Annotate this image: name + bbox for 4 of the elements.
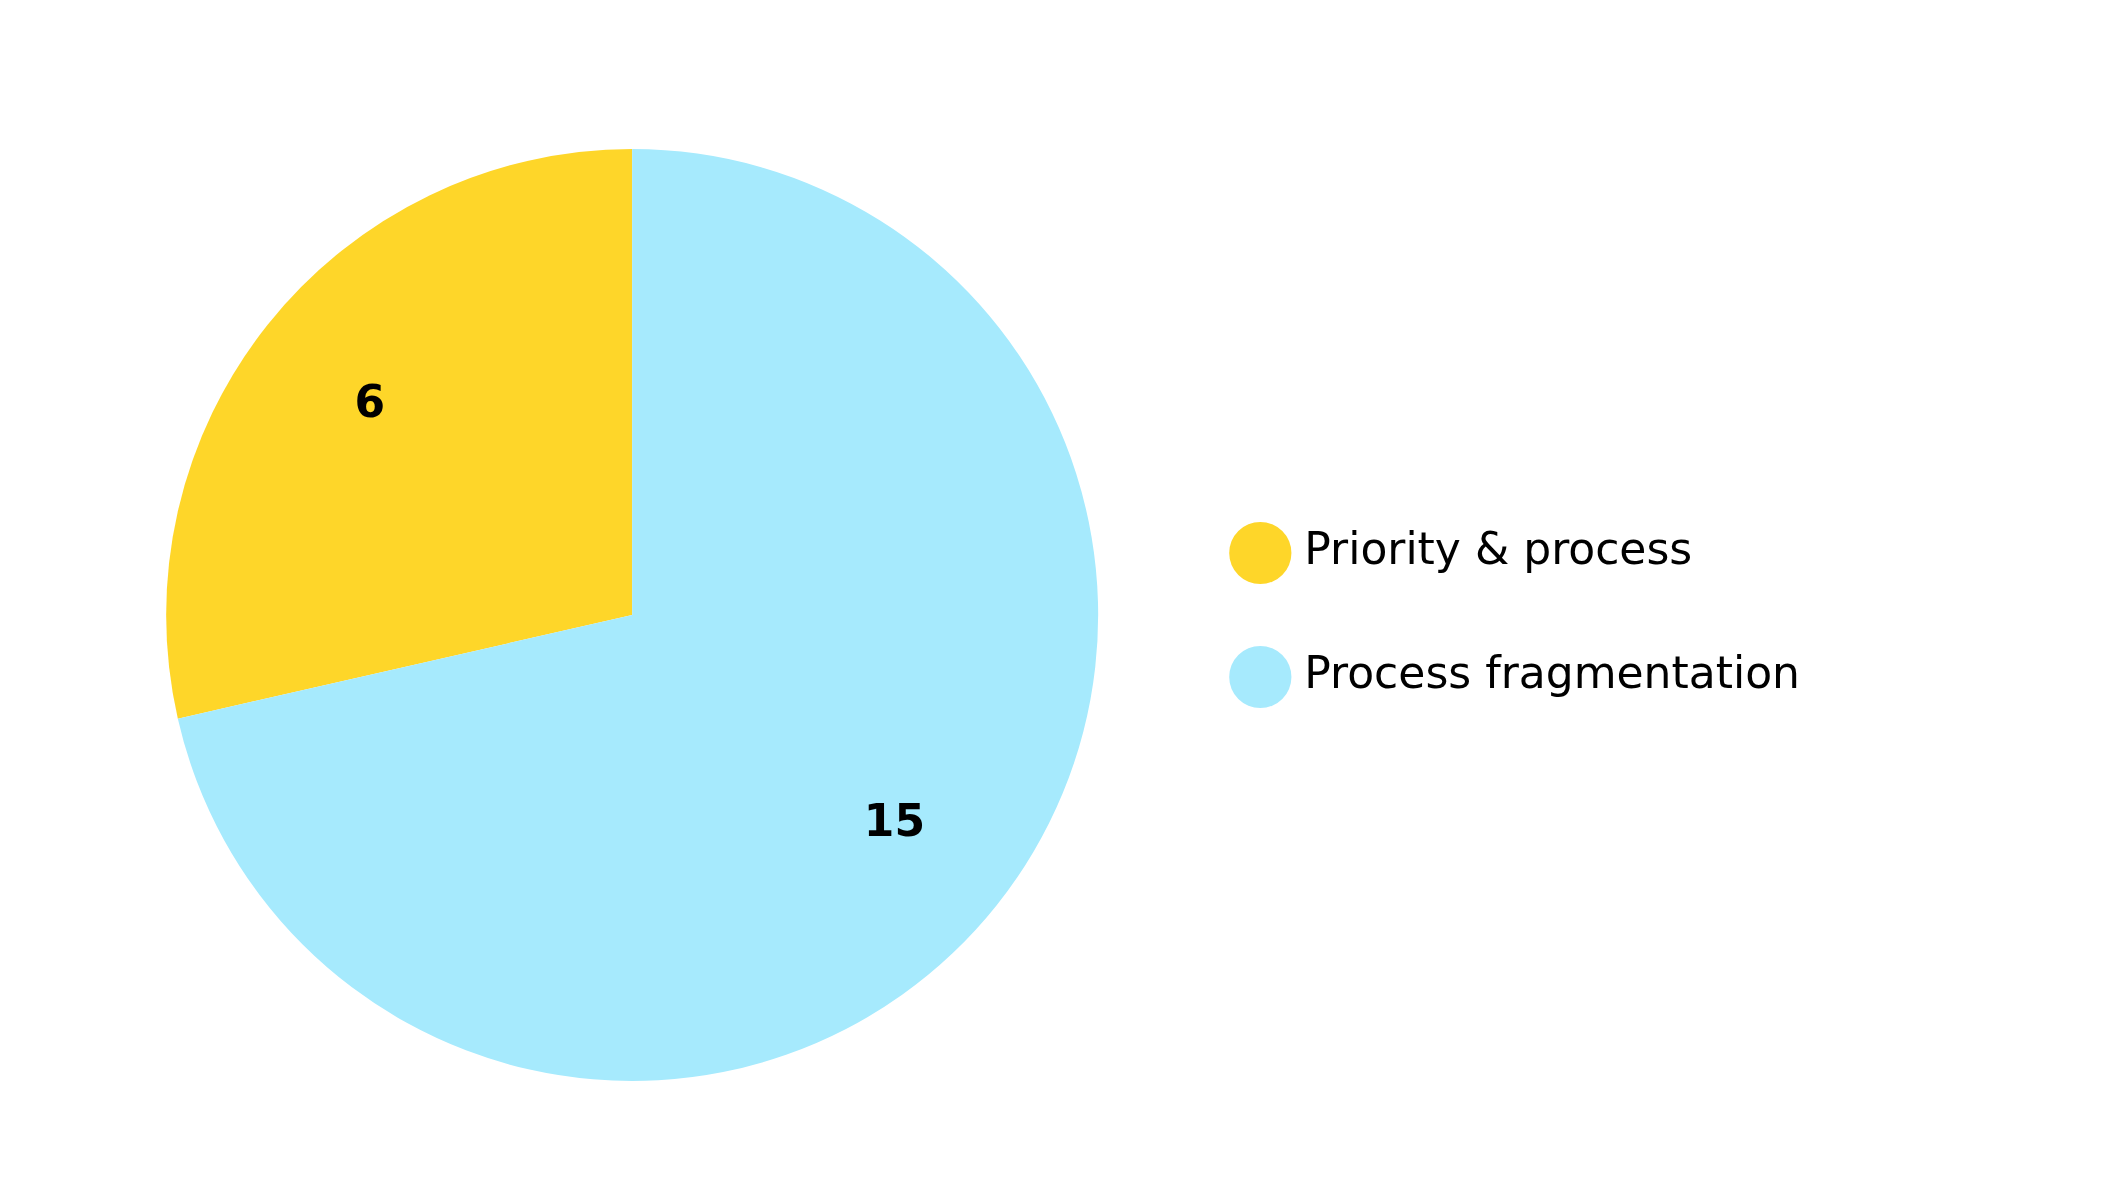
legend-label: Priority & process <box>1304 523 1693 575</box>
data-label: 6 <box>354 376 386 428</box>
data-label: 15 <box>863 794 926 846</box>
legend-label: Process fragmentation <box>1304 647 1800 699</box>
